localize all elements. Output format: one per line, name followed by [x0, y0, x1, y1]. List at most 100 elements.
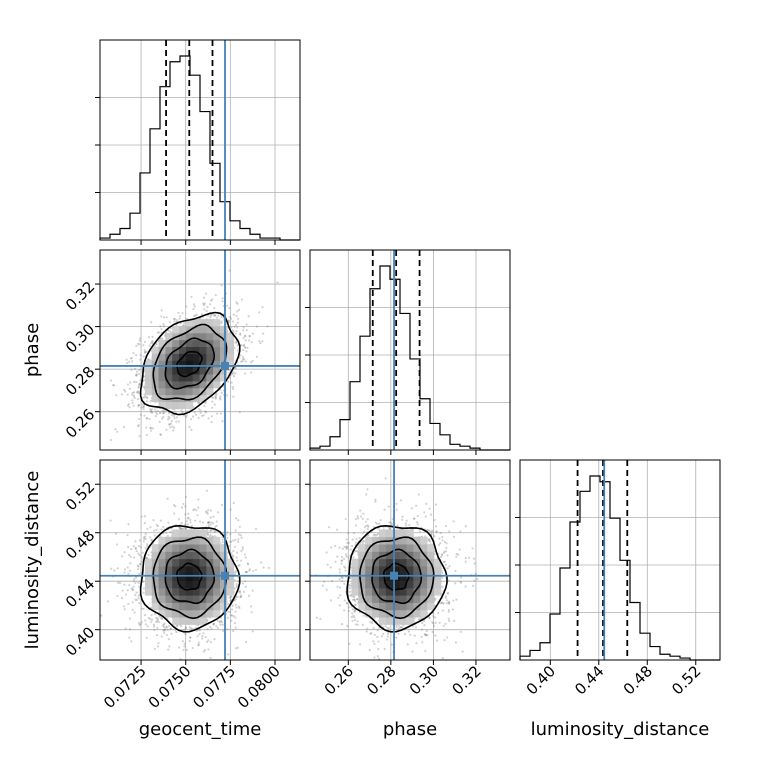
density-cell	[172, 529, 180, 538]
sample-point	[363, 540, 366, 543]
sample-point	[134, 546, 137, 550]
density-cell	[219, 346, 228, 354]
sample-point	[135, 354, 138, 357]
sample-point	[452, 520, 455, 523]
sample-point	[239, 333, 242, 336]
sample-point	[213, 306, 216, 310]
density-cell	[372, 566, 380, 574]
sample-point	[414, 626, 418, 629]
sample-point	[250, 371, 253, 374]
sample-point	[446, 592, 449, 595]
sample-point	[139, 353, 142, 357]
sample-point	[348, 586, 352, 590]
sample-point	[137, 383, 141, 386]
sample-point	[435, 530, 438, 533]
density-cell	[185, 332, 194, 341]
sample-point	[428, 616, 431, 619]
sample-point	[142, 385, 145, 389]
sample-point	[180, 521, 183, 524]
sample-point	[196, 634, 199, 638]
sample-point	[237, 590, 241, 593]
sample-point	[448, 530, 451, 533]
sample-point	[255, 325, 258, 328]
density-cell	[219, 374, 228, 382]
sample-point	[109, 519, 112, 522]
density-cell	[172, 617, 180, 625]
sample-point	[129, 562, 132, 565]
density-cell	[179, 602, 187, 611]
density-cell	[206, 551, 214, 560]
sample-point	[417, 493, 420, 496]
sample-point	[319, 617, 322, 620]
density-cell	[392, 529, 401, 538]
sample-point	[214, 530, 217, 533]
sample-point	[142, 396, 145, 399]
sample-point	[380, 635, 383, 638]
sample-point	[163, 631, 166, 634]
sample-point	[134, 547, 137, 550]
x-tick-label: 0.0775	[189, 662, 239, 712]
density-cell	[213, 319, 221, 327]
sample-point	[354, 618, 357, 622]
sample-point	[447, 579, 450, 582]
sample-point	[210, 529, 213, 532]
density-cell	[372, 544, 380, 552]
sample-point	[226, 380, 229, 383]
sample-point	[216, 511, 220, 514]
sample-point	[222, 610, 225, 613]
sample-point	[130, 356, 133, 360]
sample-point	[146, 557, 149, 560]
sample-point	[220, 619, 223, 623]
sample-point	[184, 513, 187, 516]
density-cell	[427, 595, 435, 603]
sample-point	[160, 309, 163, 312]
density-cell	[165, 595, 173, 603]
sample-point	[128, 406, 131, 409]
sample-point	[133, 367, 137, 371]
sample-point	[220, 503, 224, 507]
sample-point	[432, 622, 435, 625]
density-cell	[151, 346, 159, 354]
sample-point	[115, 394, 118, 397]
sample-point	[197, 644, 200, 647]
sample-point	[234, 517, 238, 520]
sample-point	[230, 608, 234, 611]
sample-point	[165, 316, 168, 319]
sample-point	[340, 576, 343, 579]
sample-point	[150, 618, 154, 621]
sample-point	[242, 590, 245, 593]
sample-point	[172, 317, 175, 321]
sample-point	[160, 327, 163, 331]
sample-point	[390, 523, 394, 526]
sample-point	[170, 419, 173, 423]
sample-point	[164, 628, 167, 631]
sample-point	[198, 520, 202, 523]
y-tick-label: 0.32	[62, 278, 98, 314]
density-cell	[151, 602, 159, 611]
sample-point	[149, 426, 152, 430]
density-cell	[165, 558, 173, 567]
sample-point	[192, 307, 195, 311]
sample-point	[374, 498, 377, 501]
sample-point	[135, 380, 138, 384]
sample-point	[452, 599, 455, 602]
sample-point	[123, 571, 126, 574]
sample-point	[150, 473, 152, 475]
sample-point	[353, 598, 356, 601]
sample-point	[199, 409, 202, 412]
sample-point	[162, 412, 165, 415]
sample-point	[155, 634, 159, 637]
sample-point	[473, 562, 476, 565]
sample-point	[152, 623, 156, 626]
sample-point	[342, 557, 346, 560]
sample-point	[435, 530, 438, 533]
sample-point	[242, 336, 245, 340]
sample-point	[352, 614, 355, 617]
density-cell	[413, 566, 421, 574]
sample-point	[163, 410, 166, 414]
sample-point	[245, 328, 248, 332]
density-cell	[420, 602, 428, 611]
sample-point	[184, 632, 187, 636]
sample-point	[220, 320, 223, 323]
sample-point	[170, 632, 173, 635]
